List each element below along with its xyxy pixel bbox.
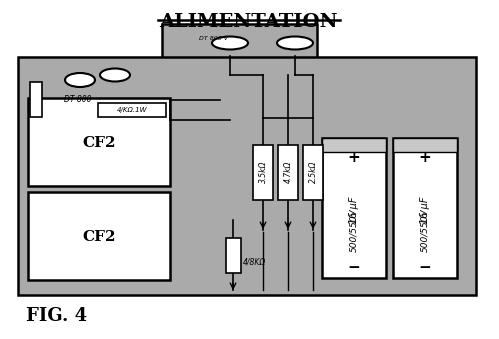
Bar [393, 138, 457, 278]
Text: +: + [419, 151, 431, 165]
Ellipse shape [65, 73, 95, 87]
Bar [278, 145, 298, 200]
Text: −: − [419, 260, 431, 276]
Text: 16 µF: 16 µF [349, 196, 359, 224]
Bar [393, 138, 457, 152]
Text: FIG. 4: FIG. 4 [26, 307, 87, 325]
Bar [28, 192, 170, 280]
Text: 4/KΩ.1W: 4/KΩ.1W [117, 107, 147, 113]
Ellipse shape [100, 68, 130, 81]
Text: 4/8KΩ: 4/8KΩ [243, 258, 266, 266]
Text: 500/550V: 500/550V [421, 208, 430, 252]
Bar [303, 145, 323, 200]
Text: 3.5kΩ: 3.5kΩ [258, 161, 267, 183]
Text: −: − [348, 260, 360, 276]
Bar [253, 145, 273, 200]
Bar [28, 98, 170, 186]
Bar [18, 57, 476, 295]
Bar [162, 24, 317, 62]
Ellipse shape [277, 37, 313, 49]
Text: 2.5kΩ: 2.5kΩ [308, 161, 317, 183]
Text: CF2: CF2 [82, 136, 116, 150]
Ellipse shape [212, 37, 248, 49]
Bar [98, 103, 166, 117]
Bar [322, 138, 386, 278]
Text: CF2: CF2 [82, 230, 116, 244]
Text: ALIMENTATION: ALIMENTATION [159, 13, 337, 31]
Text: +: + [348, 151, 360, 165]
Text: DT 800 V: DT 800 V [200, 36, 229, 40]
Text: 16 µF: 16 µF [420, 196, 430, 224]
Bar [30, 82, 42, 117]
Text: DT 800: DT 800 [64, 96, 92, 104]
Bar [322, 138, 386, 152]
Text: 4.7kΩ: 4.7kΩ [283, 161, 292, 183]
Bar [226, 238, 241, 273]
Text: 500/550V: 500/550V [349, 208, 358, 252]
